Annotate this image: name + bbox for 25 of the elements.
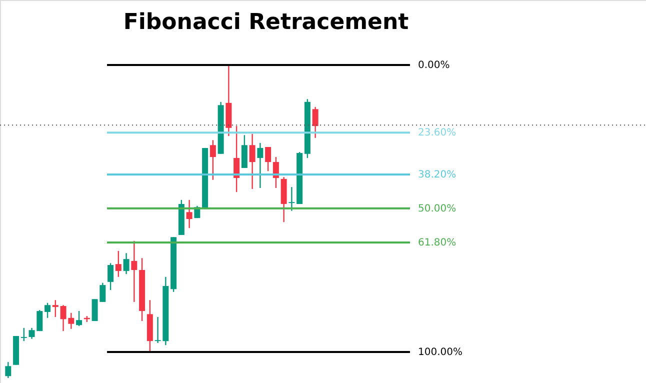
- text: 61.80%: [418, 237, 456, 248]
- candlestick: [20, 327, 27, 342]
- candlestick: [108, 262, 114, 291]
- candlestick: [5, 361, 12, 379]
- text: 50.00%: [418, 203, 456, 214]
- candlestick: [241, 134, 248, 169]
- candlestick: [257, 142, 264, 189]
- candlestick: [123, 252, 130, 275]
- candlestick: [131, 240, 138, 303]
- candlestick: [249, 133, 256, 190]
- candlestick: [312, 106, 318, 139]
- text: 0.00%: [418, 60, 450, 71]
- candlestick: [288, 186, 295, 212]
- text: 100.00%: [418, 347, 462, 358]
- chart-title: Fibonacci Retracement: [123, 10, 410, 35]
- candlestick: [265, 146, 272, 172]
- candlestick: [44, 302, 51, 319]
- text: 23.60%: [418, 128, 456, 139]
- candlestick: [76, 310, 82, 327]
- candlestick: [234, 125, 240, 193]
- candlestick: [52, 299, 58, 318]
- candlestick: [210, 140, 216, 180]
- candlestick: [115, 250, 122, 278]
- candlestick: [186, 199, 192, 229]
- text: 38.20%: [418, 170, 456, 181]
